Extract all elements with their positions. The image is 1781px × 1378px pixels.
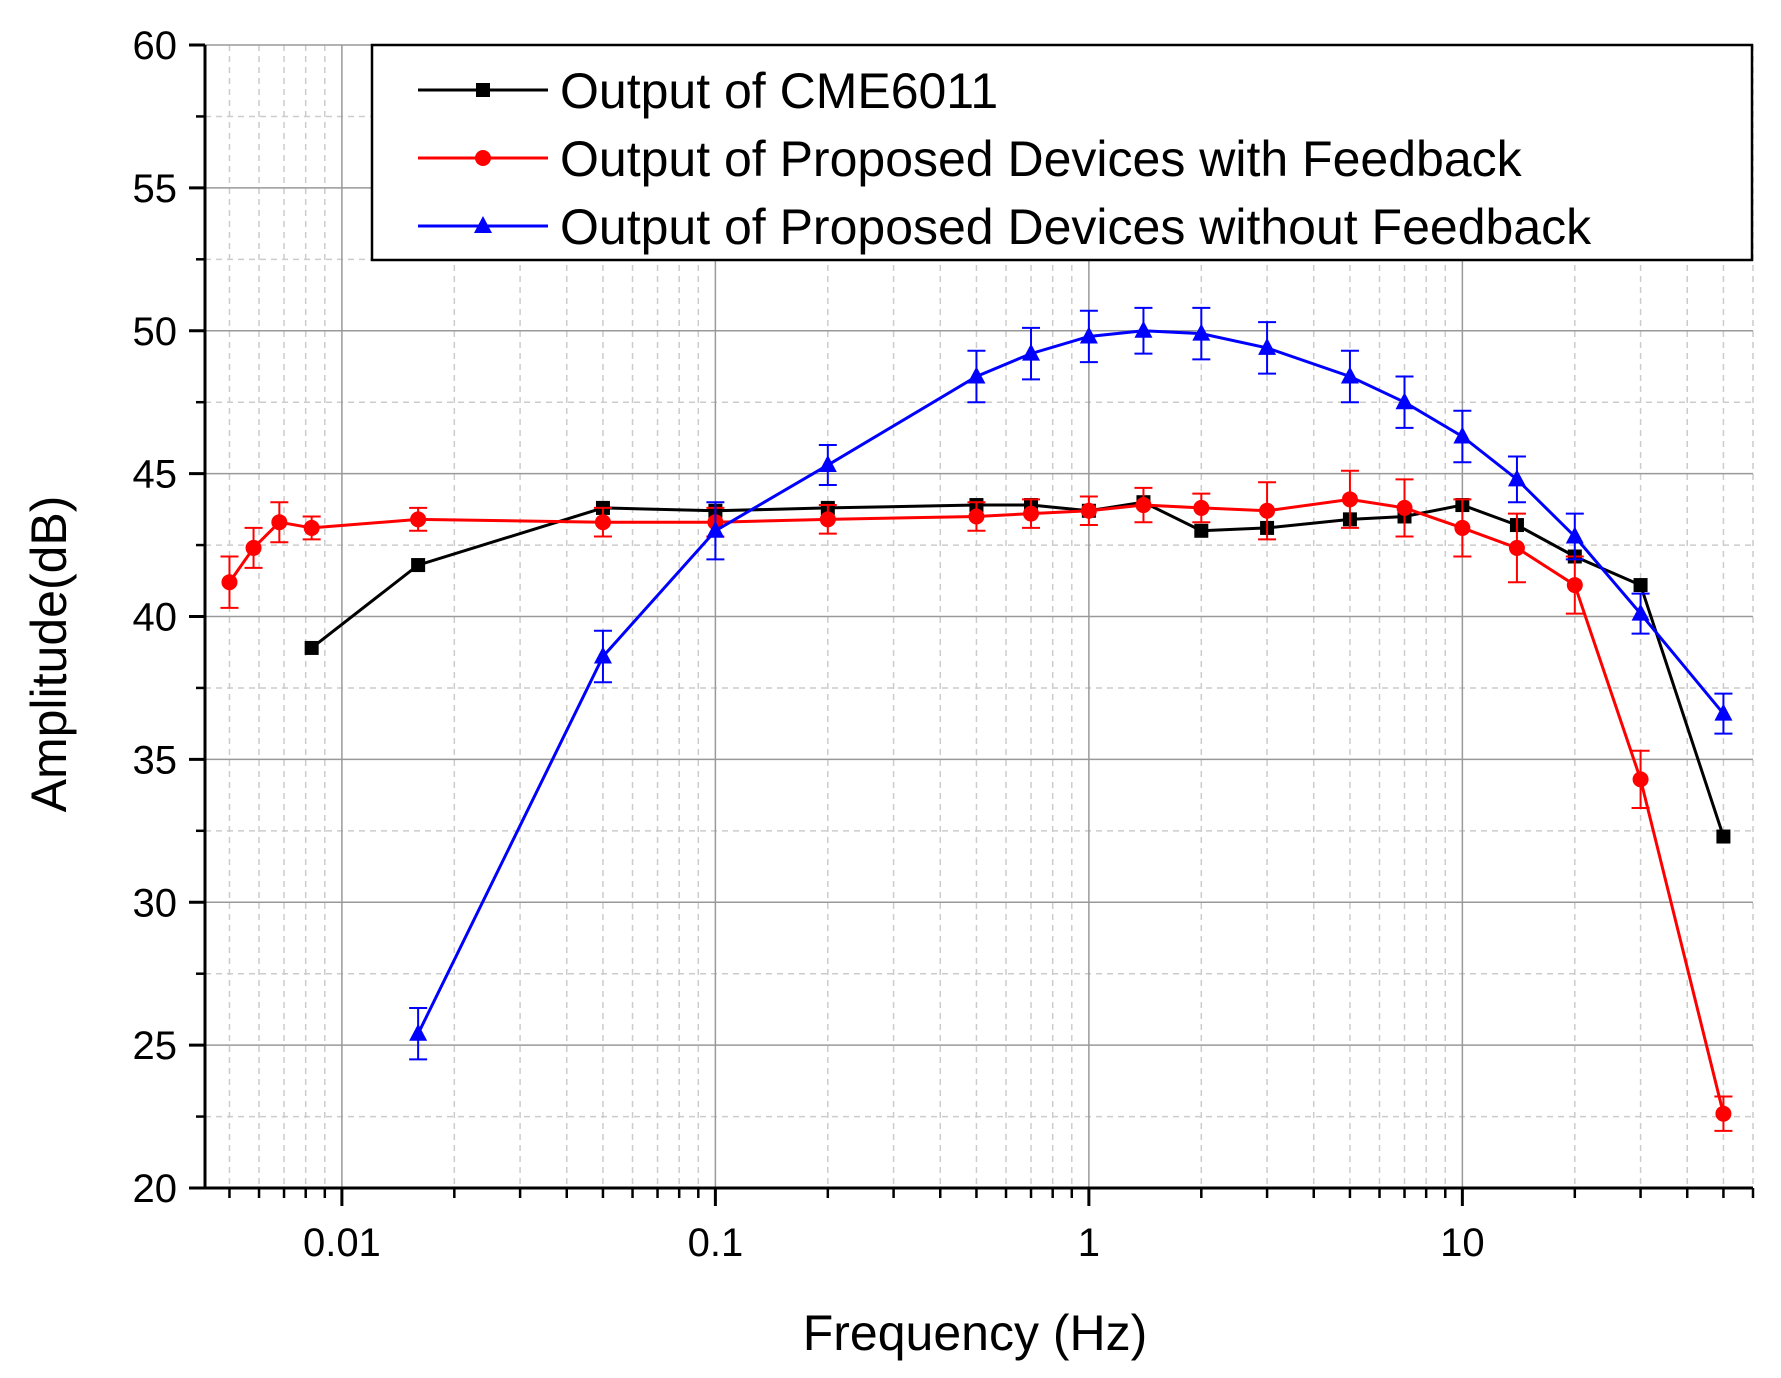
legend: Output of CME6011 Output of Proposed Devi… bbox=[370, 43, 1754, 262]
data-point-triangle bbox=[1258, 337, 1277, 355]
data-point-square bbox=[411, 558, 426, 573]
data-point-square bbox=[1194, 523, 1209, 538]
series-layer bbox=[220, 306, 1733, 1132]
legend-label: Output of Proposed Devices with Feedback bbox=[560, 131, 1523, 187]
data-point-circle bbox=[1715, 1105, 1732, 1122]
data-point-square bbox=[476, 83, 490, 97]
data-point-circle bbox=[1080, 502, 1097, 519]
data-point-triangle bbox=[1079, 326, 1098, 344]
data-point-circle bbox=[1193, 499, 1210, 516]
data-point-circle bbox=[1566, 577, 1583, 594]
series-line bbox=[310, 500, 1725, 837]
y-tick-label: 50 bbox=[133, 310, 178, 354]
data-point-triangle bbox=[967, 366, 986, 384]
y-tick-label: 40 bbox=[133, 596, 178, 640]
y-tick-label: 55 bbox=[133, 167, 178, 211]
y-tick-label: 20 bbox=[133, 1167, 178, 1211]
data-point-circle bbox=[221, 574, 238, 591]
x-tick-label: 1 bbox=[1078, 1221, 1100, 1265]
data-point-triangle bbox=[1340, 366, 1359, 384]
data-point-square bbox=[1633, 578, 1648, 593]
x-axis-title: Frequency (Hz) bbox=[803, 1305, 1148, 1361]
y-tick-label: 35 bbox=[133, 738, 178, 782]
data-point-circle bbox=[594, 514, 611, 531]
data-point-circle bbox=[819, 511, 836, 528]
data-point-circle bbox=[1508, 539, 1525, 556]
data-point-circle bbox=[245, 539, 262, 556]
y-axis-title: Amplitude(dB) bbox=[21, 496, 77, 813]
axes: 20 25 30 35 40 45 50 55 60 0.01 0.1 1 10 bbox=[133, 24, 1755, 1265]
data-point-triangle bbox=[1134, 320, 1153, 338]
data-point-circle bbox=[1341, 491, 1358, 508]
data-point-triangle bbox=[1631, 603, 1650, 621]
data-point-circle bbox=[271, 514, 288, 531]
data-point-square bbox=[304, 640, 319, 655]
data-point-circle bbox=[1135, 497, 1152, 514]
data-point-triangle bbox=[409, 1023, 428, 1041]
legend-box bbox=[370, 43, 1754, 262]
series-2 bbox=[220, 469, 1733, 1132]
data-point-circle bbox=[410, 511, 427, 528]
data-point-circle bbox=[475, 150, 491, 166]
data-point-triangle bbox=[1714, 703, 1733, 721]
y-tick-label: 45 bbox=[133, 453, 178, 497]
data-point-circle bbox=[968, 508, 985, 525]
y-tick-label: 25 bbox=[133, 1024, 178, 1068]
y-tick-label: 60 bbox=[133, 24, 178, 68]
data-point-triangle bbox=[1507, 469, 1526, 487]
legend-label: Output of CME6011 bbox=[560, 63, 998, 119]
data-point-circle bbox=[1632, 771, 1649, 788]
data-point-triangle bbox=[1453, 426, 1472, 444]
series-3 bbox=[409, 306, 1733, 1061]
data-point-triangle bbox=[593, 646, 612, 664]
data-point-circle bbox=[303, 519, 320, 536]
data-point-triangle bbox=[474, 216, 492, 233]
data-point-triangle bbox=[1395, 392, 1414, 410]
legend-label: Output of Proposed Devices without Feedb… bbox=[560, 199, 1592, 255]
data-point-triangle bbox=[818, 455, 837, 473]
data-point-circle bbox=[1023, 505, 1040, 522]
data-point-triangle bbox=[1022, 343, 1041, 361]
data-point-circle bbox=[1259, 502, 1276, 519]
data-point-circle bbox=[1396, 499, 1413, 516]
y-tick-label: 30 bbox=[133, 881, 178, 925]
data-point-triangle bbox=[1565, 526, 1584, 544]
data-point-square bbox=[1716, 829, 1731, 844]
x-tick-label: 0.1 bbox=[688, 1221, 744, 1265]
data-point-circle bbox=[1454, 519, 1471, 536]
x-tick-label: 10 bbox=[1440, 1221, 1485, 1265]
data-point-triangle bbox=[706, 520, 725, 538]
x-tick-label: 0.01 bbox=[303, 1221, 381, 1265]
data-point-triangle bbox=[1192, 323, 1211, 341]
